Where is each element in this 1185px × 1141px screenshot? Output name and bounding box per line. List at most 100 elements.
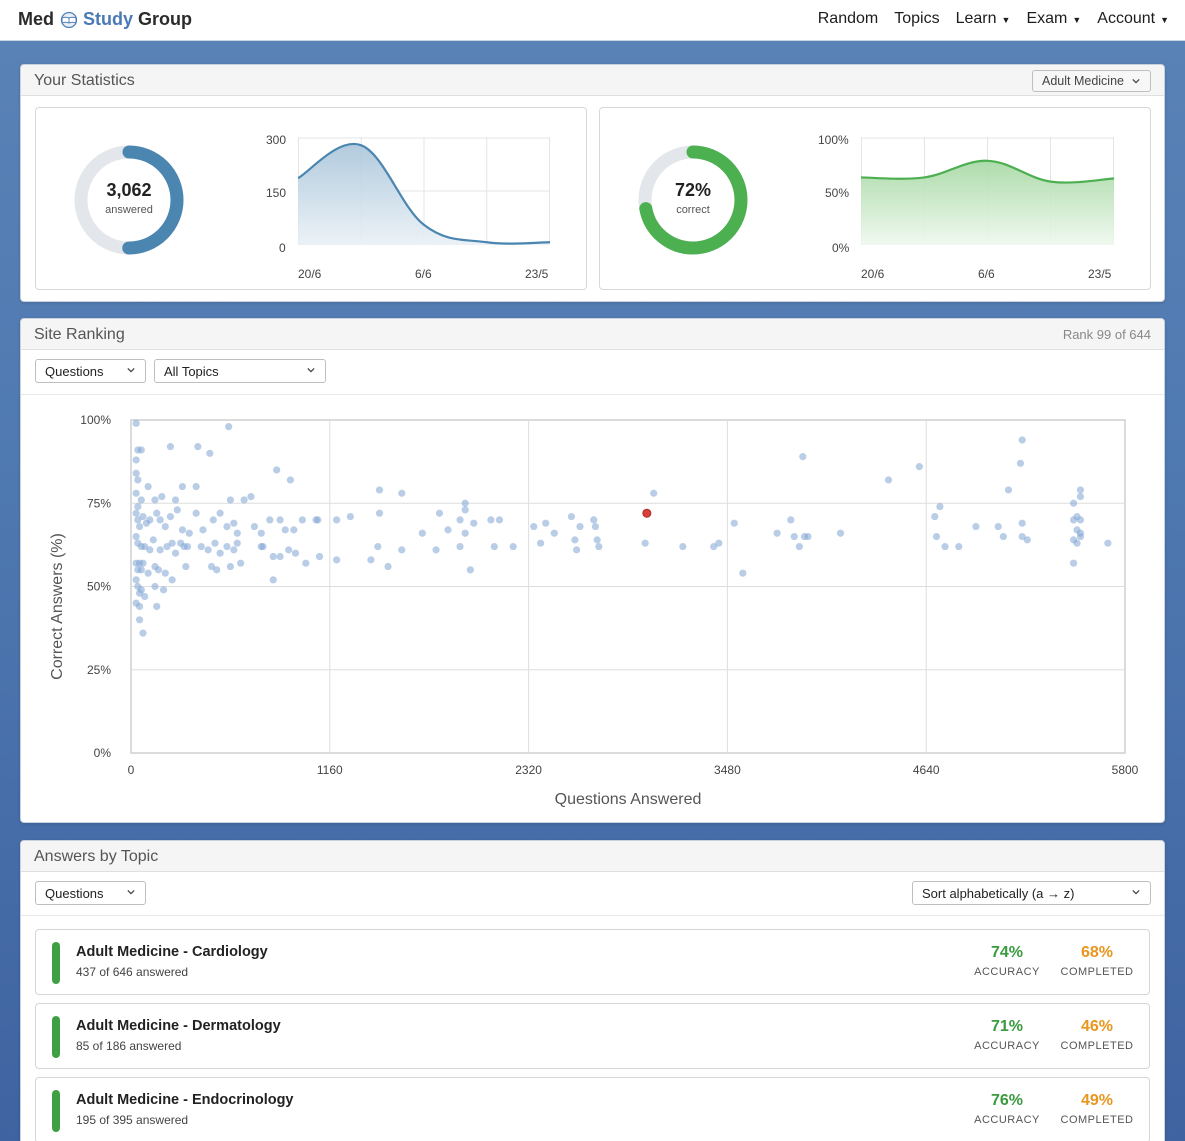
completed-label: COMPLETED: [1060, 966, 1134, 978]
accuracy-metric: 71% ACCURACY: [962, 1018, 1052, 1052]
nav-topics[interactable]: Topics: [894, 10, 939, 28]
x-tick: 23/5: [525, 267, 549, 281]
nav-account-label: Account: [1097, 10, 1156, 27]
user-point: [641, 539, 649, 547]
user-point: [375, 509, 384, 517]
y-tick: 300: [266, 133, 287, 147]
user-point: [132, 469, 140, 477]
user-point: [346, 512, 354, 521]
user-point: [225, 423, 233, 431]
topic-progress-text: 195 of 395 answered: [76, 1113, 189, 1127]
ranking-title: Site Ranking: [34, 326, 125, 343]
user-point: [161, 569, 169, 577]
user-point: [230, 546, 238, 554]
nav-random[interactable]: Random: [818, 10, 878, 28]
user-point: [281, 526, 289, 534]
correct-trend-chart: [861, 137, 1114, 245]
topic-name: Adult Medicine - Endocrinology: [76, 1092, 294, 1108]
x-tick-label: 4640: [913, 763, 940, 777]
statistics-topic-value: Adult Medicine: [1042, 74, 1124, 88]
logo-text-group: Group: [138, 9, 193, 29]
user-point: [135, 602, 144, 611]
user-point: [204, 546, 212, 554]
ranking-filter-bar: Questions All Topics: [21, 350, 1164, 395]
user-point: [207, 562, 216, 571]
y-axis-label: Correct Answers (%): [49, 533, 66, 680]
correct-card: 72% correct 100% 50% 0% 20/6 6/6 23/5: [599, 107, 1151, 290]
topics-filter-bar: Questions Sort alphabetically (a → z): [21, 872, 1164, 916]
topic-row[interactable]: Adult Medicine - Dermatology 85 of 186 a…: [35, 1003, 1150, 1069]
user-point: [836, 529, 845, 537]
accuracy-metric: 74% ACCURACY: [962, 944, 1052, 978]
x-tick-label: 3480: [714, 763, 741, 777]
user-point: [240, 496, 248, 504]
answered-count: 3,062: [106, 180, 152, 200]
user-point: [571, 536, 579, 544]
user-point: [141, 592, 149, 601]
user-point: [233, 539, 241, 547]
current-user-point[interactable]: [642, 508, 652, 518]
user-point: [595, 542, 603, 551]
user-point: [466, 566, 474, 574]
statistics-topic-select[interactable]: Adult Medicine: [1032, 70, 1151, 92]
ranking-topic-select[interactable]: All Topics: [154, 359, 326, 383]
user-point: [158, 492, 166, 501]
user-point: [213, 566, 221, 574]
user-point: [790, 532, 798, 541]
user-point: [1069, 499, 1078, 507]
user-point: [199, 526, 207, 534]
chevron-down-icon: [1132, 78, 1140, 84]
user-point: [159, 586, 168, 594]
topic-row[interactable]: Adult Medicine - Endocrinology 195 of 39…: [35, 1077, 1150, 1141]
user-point: [226, 496, 234, 504]
y-tick: 100%: [818, 133, 849, 147]
topics-metric-value: Questions: [45, 885, 104, 901]
user-point: [375, 486, 384, 494]
user-point: [470, 519, 478, 527]
topic-status-bar: [52, 1016, 60, 1058]
x-tick-label: 1160: [317, 763, 343, 777]
completed-value: 68%: [1080, 944, 1114, 961]
user-point: [192, 509, 200, 517]
topic-row[interactable]: Adult Medicine - Cardiology 437 of 646 a…: [35, 929, 1150, 995]
user-point: [149, 536, 157, 544]
user-point: [1076, 532, 1085, 541]
user-point: [955, 542, 963, 551]
user-point: [1073, 539, 1081, 547]
user-point: [230, 519, 238, 527]
nav-topics-label: Topics: [894, 10, 940, 27]
nav-learn[interactable]: Learn ▼: [956, 10, 1011, 28]
user-point: [542, 519, 550, 527]
ranking-metric-select[interactable]: Questions: [35, 359, 146, 383]
nav-account[interactable]: Account ▼: [1097, 10, 1169, 28]
topics-metric-select[interactable]: Questions: [35, 881, 146, 905]
user-point: [226, 562, 234, 571]
user-point: [168, 539, 176, 547]
user-point: [132, 489, 140, 497]
topics-sort-select[interactable]: Sort alphabetically (a → z): [912, 881, 1151, 905]
user-point: [183, 542, 192, 551]
user-point: [799, 453, 807, 461]
ranking-topic-value: All Topics: [164, 363, 219, 379]
site-logo[interactable]: Med Study Group: [18, 9, 192, 30]
topic-progress-text: 437 of 646 answered: [76, 965, 189, 979]
correct-summary: 72% correct: [643, 180, 743, 216]
user-point: [269, 576, 277, 584]
user-point: [166, 512, 175, 521]
accuracy-value: 71%: [990, 1018, 1024, 1035]
user-point: [144, 483, 152, 491]
user-point: [461, 506, 469, 514]
user-point: [572, 546, 581, 554]
nav-random-label: Random: [817, 10, 879, 27]
user-point: [194, 443, 202, 451]
user-point: [1004, 486, 1013, 494]
y-tick-label: 75%: [87, 496, 111, 510]
trend-area: [861, 160, 1114, 245]
nav-exam[interactable]: Exam ▼: [1026, 10, 1081, 28]
user-point: [192, 483, 200, 491]
user-point: [139, 559, 147, 567]
ranking-metric-value: Questions: [45, 363, 104, 379]
x-tick: 6/6: [415, 267, 432, 281]
user-point: [250, 522, 258, 531]
user-point: [931, 512, 939, 521]
